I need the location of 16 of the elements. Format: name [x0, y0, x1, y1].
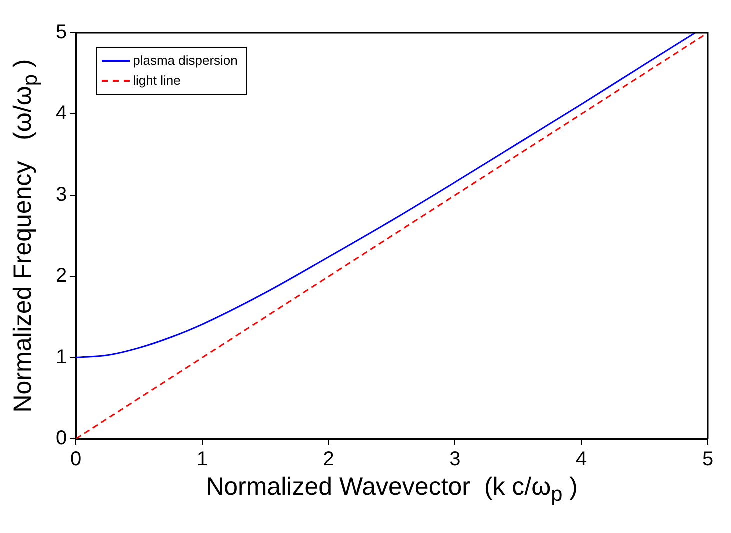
legend-label: light line	[133, 72, 181, 90]
line-series	[76, 33, 696, 359]
x-tick-label: 3	[450, 448, 461, 471]
legend-label: plasma dispersion	[133, 52, 238, 70]
x-tick-label: 1	[196, 448, 208, 471]
x-tick-label: 0	[70, 448, 82, 471]
x-axis-title: Normalized Wavevector (k c/ω$_{p}$ )	[205, 473, 580, 507]
y-tick-label: 4	[56, 102, 68, 125]
y-tick-label: 0	[56, 428, 68, 450]
y-tick-label: 2	[56, 265, 68, 288]
x-tick-label: 5	[702, 448, 714, 471]
y-tick-label: 5	[56, 22, 68, 44]
x-tick-label: 4	[576, 448, 588, 471]
x-tick-label: 2	[323, 448, 334, 471]
y-tick-label: 3	[56, 184, 68, 206]
y-tick-label: 1	[56, 346, 68, 368]
